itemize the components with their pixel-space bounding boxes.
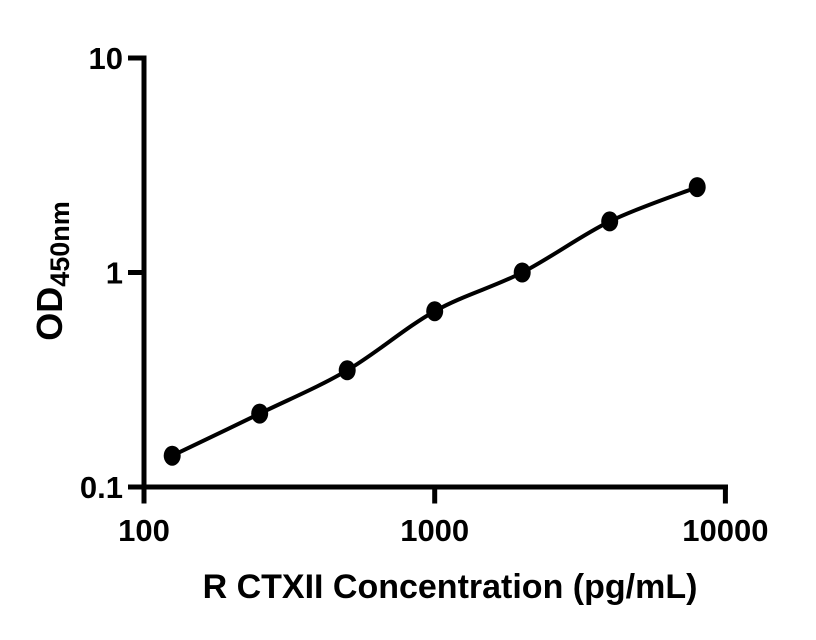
plot-area — [163, 177, 706, 466]
data-point-marker — [601, 211, 619, 232]
x-axis-title: R CTXII Concentration (pg/mL) — [203, 568, 698, 606]
standard-curve-line — [170, 185, 700, 458]
axis-labels: R CTXII Concentration (pg/mL) OD450nm — [29, 201, 697, 606]
axes: 0.1 1 10 100 1000 10000 — [80, 41, 769, 548]
x-tick-label: 1000 — [400, 513, 469, 548]
x-tick-label: 100 — [118, 513, 170, 548]
x-tick-label: 10000 — [682, 513, 768, 548]
data-point-marker — [163, 445, 181, 466]
y-axis-title: OD450nm — [29, 201, 75, 341]
y-axis-title-subscript: 450nm — [45, 201, 75, 287]
y-tick-label: 10 — [89, 41, 123, 76]
data-point-marker — [251, 403, 269, 424]
data-point-marker — [513, 262, 531, 283]
data-point-marker — [426, 301, 444, 322]
y-tick-label: 1 — [106, 256, 123, 291]
data-point-marker — [338, 360, 356, 381]
y-tick-label: 0.1 — [80, 470, 123, 505]
data-point-marker — [688, 177, 706, 198]
y-axis-title-main: OD — [29, 287, 70, 341]
